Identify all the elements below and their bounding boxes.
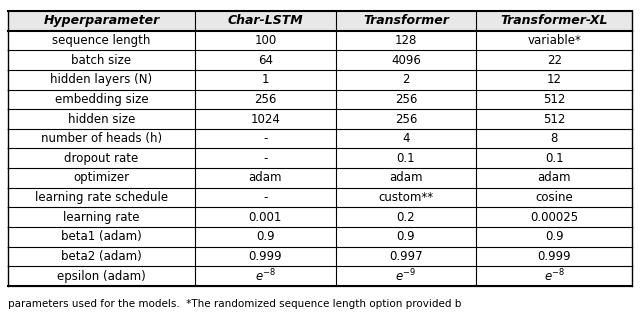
- Text: 0.1: 0.1: [397, 152, 415, 165]
- Text: sequence length: sequence length: [52, 34, 150, 47]
- Text: 256: 256: [254, 93, 276, 106]
- Text: 512: 512: [543, 93, 565, 106]
- Text: dropout rate: dropout rate: [64, 152, 138, 165]
- Text: 2: 2: [402, 73, 410, 86]
- Text: parameters used for the models.  *The randomized sequence length option provided: parameters used for the models. *The ran…: [8, 299, 461, 309]
- Text: 0.9: 0.9: [397, 230, 415, 243]
- Text: 0.999: 0.999: [248, 250, 282, 263]
- Bar: [195, 11, 335, 31]
- Text: cosine: cosine: [535, 191, 573, 204]
- Text: batch size: batch size: [72, 54, 131, 67]
- Text: Hyperparameter: Hyperparameter: [44, 14, 159, 27]
- Text: 128: 128: [395, 34, 417, 47]
- Text: 0.2: 0.2: [397, 211, 415, 224]
- Text: custom**: custom**: [378, 191, 433, 204]
- Text: 0.997: 0.997: [389, 250, 422, 263]
- Text: 64: 64: [258, 54, 273, 67]
- Text: adam: adam: [389, 171, 422, 185]
- Text: 0.9: 0.9: [545, 230, 563, 243]
- Text: hidden layers (N): hidden layers (N): [51, 73, 152, 86]
- Text: embedding size: embedding size: [54, 93, 148, 106]
- Text: optimizer: optimizer: [74, 171, 129, 185]
- Text: epsilon (adam): epsilon (adam): [57, 270, 146, 283]
- Text: -: -: [263, 152, 268, 165]
- Bar: [476, 11, 632, 31]
- Text: 0.999: 0.999: [538, 250, 571, 263]
- Text: 4: 4: [402, 132, 410, 145]
- Text: 0.9: 0.9: [256, 230, 275, 243]
- Text: -: -: [263, 191, 268, 204]
- Text: Char-LSTM: Char-LSTM: [227, 14, 303, 27]
- Text: variable*: variable*: [527, 34, 581, 47]
- Text: 0.00025: 0.00025: [530, 211, 579, 224]
- Text: -: -: [263, 132, 268, 145]
- Text: learning rate schedule: learning rate schedule: [35, 191, 168, 204]
- Bar: [8, 11, 195, 31]
- Text: 8: 8: [550, 132, 558, 145]
- Text: $e^{-8}$: $e^{-8}$: [255, 268, 276, 284]
- Text: hidden size: hidden size: [68, 112, 135, 126]
- Text: 1024: 1024: [250, 112, 280, 126]
- Text: Transformer-XL: Transformer-XL: [500, 14, 608, 27]
- Text: 256: 256: [395, 93, 417, 106]
- Text: 0.1: 0.1: [545, 152, 563, 165]
- Text: $e^{-8}$: $e^{-8}$: [543, 268, 565, 284]
- Text: Transformer: Transformer: [363, 14, 449, 27]
- Text: learning rate: learning rate: [63, 211, 140, 224]
- Text: 100: 100: [254, 34, 276, 47]
- Text: 22: 22: [547, 54, 562, 67]
- Text: $e^{-9}$: $e^{-9}$: [396, 268, 417, 284]
- Text: 256: 256: [395, 112, 417, 126]
- Text: beta2 (adam): beta2 (adam): [61, 250, 142, 263]
- Text: 512: 512: [543, 112, 565, 126]
- Bar: [335, 11, 476, 31]
- Text: adam: adam: [538, 171, 571, 185]
- Text: 4096: 4096: [391, 54, 421, 67]
- Text: 0.001: 0.001: [249, 211, 282, 224]
- Text: beta1 (adam): beta1 (adam): [61, 230, 142, 243]
- Text: number of heads (h): number of heads (h): [41, 132, 162, 145]
- Text: 12: 12: [547, 73, 562, 86]
- Text: adam: adam: [248, 171, 282, 185]
- Text: 1: 1: [262, 73, 269, 86]
